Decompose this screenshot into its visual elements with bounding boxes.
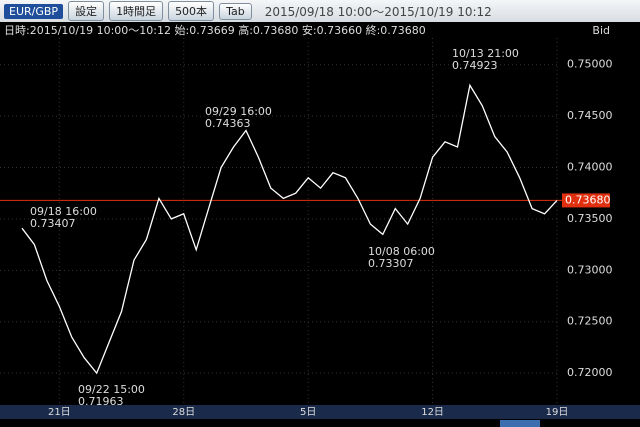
current-price-box [562, 193, 610, 208]
y-tick-label: 0.72000 [567, 366, 613, 379]
price-side: Bid [592, 24, 610, 37]
annotation-time: 09/29 16:00 [205, 105, 272, 118]
y-tick-label: 0.72500 [567, 315, 613, 328]
y-tick-label: 0.75000 [567, 58, 613, 71]
annotation-value: 0.74363 [205, 117, 251, 130]
chart: 日時:2015/10/19 10:00～10:12 始:0.73669 高:0.… [0, 23, 640, 427]
y-tick-label: 0.73500 [567, 212, 613, 225]
y-tick-label: 0.74500 [567, 109, 613, 122]
y-tick-label: 0.73000 [567, 263, 613, 276]
annotation-time: 10/08 06:00 [368, 245, 435, 258]
annotation-value: 0.73307 [368, 257, 414, 270]
annotation-time: 09/22 15:00 [78, 383, 145, 396]
scroll-thumb[interactable] [500, 420, 540, 427]
x-tick-label: 28日 [172, 407, 195, 418]
info-line: 日時:2015/10/19 10:00～10:12 始:0.73669 高:0.… [4, 23, 426, 37]
button[interactable]: 設定 [68, 1, 105, 21]
y-tick-label: 0.74000 [567, 161, 613, 174]
x-tick-label: 12日 [421, 407, 444, 418]
button[interactable]: 500本 [168, 1, 215, 21]
annotation-value: 0.74923 [452, 59, 498, 72]
current-price-label: 0.73680 [565, 193, 611, 206]
pair-selector[interactable]: EUR/GBP [4, 3, 64, 19]
button[interactable]: 1時間足 [109, 1, 164, 21]
annotation-value: 0.71963 [78, 395, 124, 408]
annotation-value: 0.73407 [30, 217, 76, 230]
scrollbar[interactable] [0, 405, 640, 419]
x-tick-label: 21日 [48, 407, 71, 418]
price-line [21, 83, 558, 375]
annotation-time: 09/18 16:00 [30, 205, 97, 218]
button[interactable]: Tab [219, 2, 252, 20]
date-range: 2015/09/18 10:00～2015/10/19 10:12 [264, 4, 492, 19]
x-tick-label: 5日 [300, 407, 316, 418]
annotation-time: 10/13 21:00 [452, 47, 519, 60]
x-tick-label: 19日 [546, 407, 569, 418]
toolbar: EUR/GBP 設定 1時間足 500本 Tab 2015/09/18 10:0… [0, 0, 640, 22]
